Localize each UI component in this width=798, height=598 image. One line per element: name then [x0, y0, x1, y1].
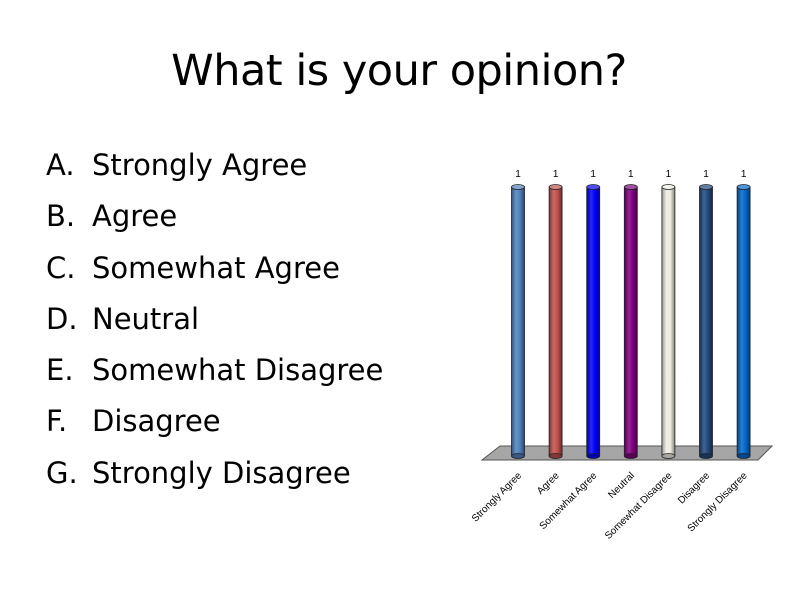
bar-4: [623, 184, 638, 459]
option-e: E. Somewhat Disagree: [46, 345, 383, 396]
bar-6: [699, 184, 713, 459]
option-g: G. Strongly Disagree: [46, 448, 383, 499]
option-a: A. Strongly Agree: [46, 140, 383, 191]
category-label: Somewhat Disagree: [603, 470, 675, 542]
category-label: Strongly Agree: [470, 470, 524, 524]
option-letter: F.: [46, 404, 68, 439]
bar-1: [511, 184, 525, 459]
option-letter: C.: [46, 250, 76, 285]
data-label: 1: [515, 169, 521, 180]
option-d: D. Neutral: [46, 294, 383, 345]
option-letter: B.: [46, 199, 76, 234]
option-letter: D.: [46, 301, 78, 336]
option-label: Strongly Disagree: [92, 455, 351, 490]
category-label: Disagree: [676, 470, 712, 506]
category-label: Neutral: [606, 470, 637, 501]
option-label: Somewhat Agree: [92, 250, 340, 285]
option-f: F. Disagree: [46, 396, 383, 447]
option-label: Somewhat Disagree: [92, 353, 384, 388]
option-label: Disagree: [92, 404, 221, 439]
data-label: 1: [703, 169, 709, 180]
bar-5: [661, 184, 676, 459]
option-label: Neutral: [92, 301, 200, 336]
option-label: Agree: [92, 199, 178, 234]
option-letter: G.: [46, 455, 78, 490]
option-letter: E.: [46, 353, 74, 388]
option-c: C. Somewhat Agree: [46, 243, 383, 294]
bar-3: [586, 184, 601, 459]
option-b: B. Agree: [46, 191, 383, 242]
slide-title: What is your opinion?: [171, 46, 627, 96]
option-letter: A.: [46, 148, 75, 182]
bar-7: [736, 184, 751, 459]
data-label: 1: [553, 169, 559, 180]
option-label: Strongly Agree: [92, 148, 308, 182]
bar-2: [548, 184, 563, 459]
data-label: 1: [590, 169, 596, 180]
data-label: 1: [741, 169, 747, 180]
answer-options-list: A. Strongly Agree B. Agree C. Somewhat Agre…: [46, 140, 383, 499]
data-label: 1: [628, 169, 634, 180]
data-label: 1: [666, 169, 672, 180]
category-label: Agree: [535, 470, 562, 497]
